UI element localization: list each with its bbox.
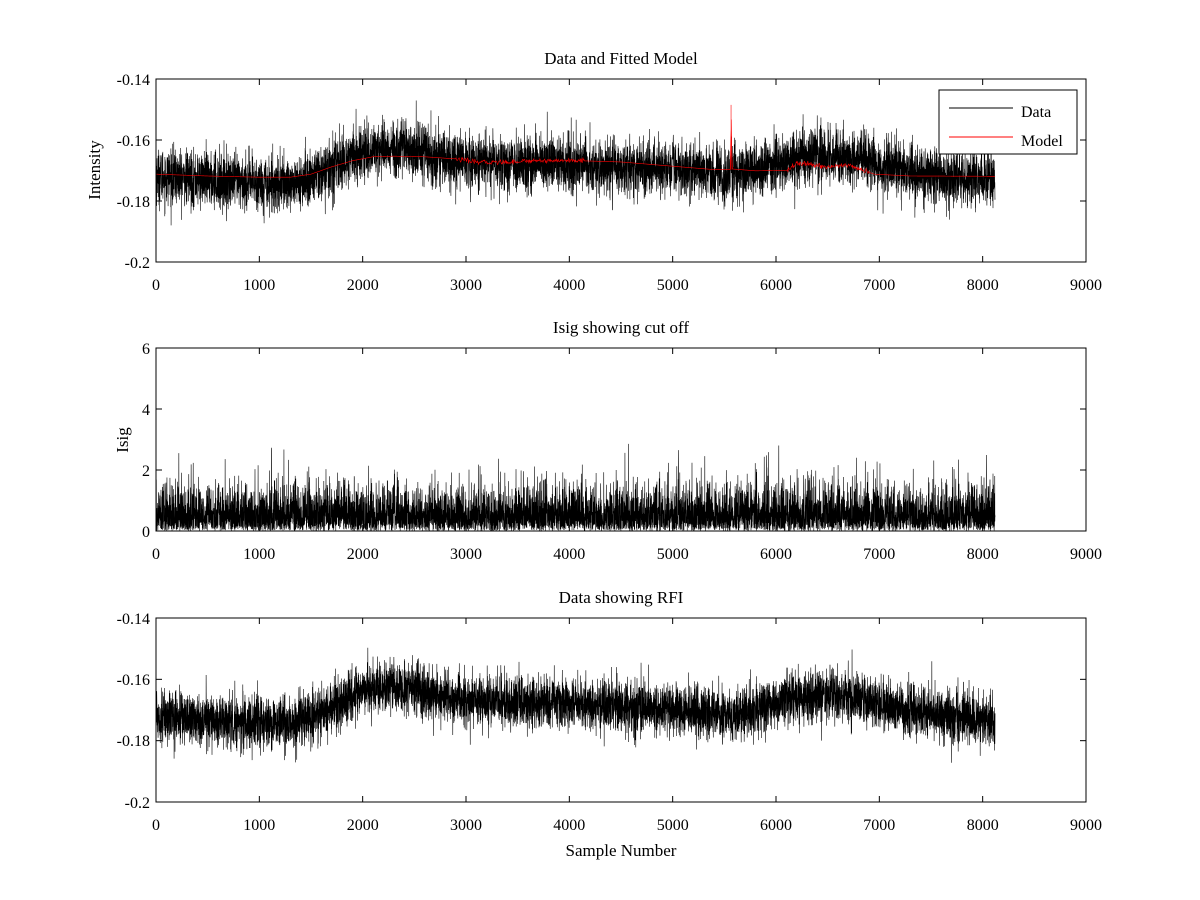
y-tick-label: -0.16	[117, 672, 150, 689]
legend-label-data: Data	[1021, 104, 1051, 121]
y-tick-label: 0	[142, 524, 150, 541]
series-line-data	[155, 100, 996, 226]
x-tick-label: 2000	[347, 277, 379, 294]
plot-frame	[155, 617, 1087, 803]
x-tick-label: 4000	[553, 817, 585, 834]
x-tick-label: 6000	[760, 277, 792, 294]
x-tick-label: 8000	[967, 817, 999, 834]
x-tick-label: 2000	[347, 546, 379, 563]
series-line-model	[155, 104, 996, 178]
x-tick-label: 1000	[243, 277, 275, 294]
panel-data-rfi: Data showing RFI -0.14 -0.16 -0.18 -0.2 …	[117, 588, 1102, 860]
series-line	[155, 443, 996, 532]
y-tick-label: -0.2	[125, 795, 150, 812]
y-tick-label: -0.14	[117, 611, 150, 628]
y-axis-label: Isig	[113, 427, 132, 453]
y-tick-label: -0.18	[117, 733, 150, 750]
y-tick-label: 6	[142, 341, 150, 358]
plot-frame	[155, 347, 1087, 532]
series-layer	[155, 647, 996, 763]
tick-marks	[155, 78, 1087, 263]
y-ticks: 6 4 2 0	[142, 341, 150, 541]
x-tick-label: 3000	[450, 817, 482, 834]
y-ticks: -0.14 -0.16 -0.18 -0.2	[117, 72, 150, 272]
panel-title: Isig showing cut off	[553, 318, 689, 337]
x-tick-label: 8000	[967, 277, 999, 294]
x-ticks: 0 1000 2000 3000 4000 5000 6000 7000 800…	[152, 277, 1102, 294]
x-ticks: 0 1000 2000 3000 4000 5000 6000 7000 800…	[152, 546, 1102, 563]
x-tick-label: 9000	[1070, 546, 1102, 563]
y-tick-label: -0.14	[117, 72, 150, 89]
panel-title: Data showing RFI	[559, 588, 684, 607]
legend: Data Model	[938, 89, 1078, 155]
x-tick-label: 6000	[760, 817, 792, 834]
x-tick-label: 3000	[450, 546, 482, 563]
y-tick-label: -0.18	[117, 194, 150, 211]
x-tick-label: 0	[152, 817, 160, 834]
y-ticks: -0.14 -0.16 -0.18 -0.2	[117, 611, 150, 812]
y-tick-label: 4	[142, 402, 150, 419]
x-tick-label: 5000	[657, 817, 689, 834]
x-tick-label: 5000	[657, 277, 689, 294]
x-tick-label: 0	[152, 277, 160, 294]
x-tick-label: 4000	[553, 277, 585, 294]
y-tick-label: -0.16	[117, 133, 150, 150]
series-line	[155, 647, 996, 763]
x-tick-label: 7000	[863, 277, 895, 294]
x-tick-label: 9000	[1070, 817, 1102, 834]
x-tick-label: 4000	[553, 546, 585, 563]
y-tick-label: 2	[142, 463, 150, 480]
plot-frame	[155, 78, 1087, 263]
panel-data-and-model: Data and Fitted Model Intensity -0.14 -0…	[85, 49, 1102, 294]
x-tick-label: 1000	[243, 817, 275, 834]
x-tick-label: 5000	[657, 546, 689, 563]
x-ticks: 0 1000 2000 3000 4000 5000 6000 7000 800…	[152, 817, 1102, 834]
x-axis-label: Sample Number	[566, 841, 677, 860]
y-axis-label: Intensity	[85, 140, 104, 200]
series-layer	[155, 100, 996, 226]
x-tick-label: 7000	[863, 817, 895, 834]
tick-marks	[155, 617, 1087, 803]
series-layer	[155, 443, 996, 532]
x-tick-label: 6000	[760, 546, 792, 563]
x-tick-label: 7000	[863, 546, 895, 563]
tick-marks	[155, 347, 1087, 532]
legend-label-model: Model	[1021, 133, 1063, 150]
panel-title: Data and Fitted Model	[544, 49, 698, 68]
x-tick-label: 8000	[967, 546, 999, 563]
x-tick-label: 2000	[347, 817, 379, 834]
x-tick-label: 0	[152, 546, 160, 563]
x-tick-label: 9000	[1070, 277, 1102, 294]
legend-box	[938, 89, 1078, 155]
x-tick-label: 3000	[450, 277, 482, 294]
y-tick-label: -0.2	[125, 255, 150, 272]
panel-isig: Isig showing cut off Isig 6 4 2 0 0 1000…	[113, 318, 1102, 563]
x-tick-label: 1000	[243, 546, 275, 563]
